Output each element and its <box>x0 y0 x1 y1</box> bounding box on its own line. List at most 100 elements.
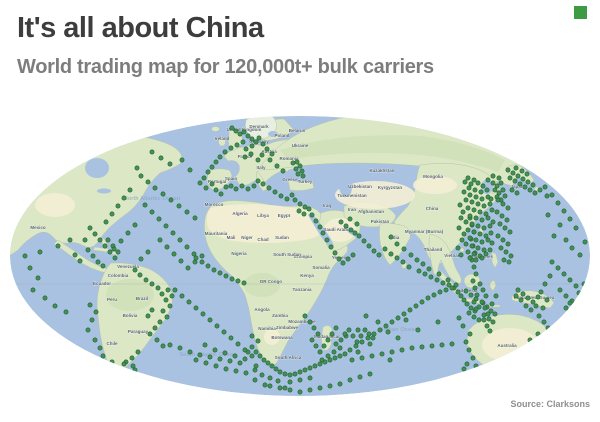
ship-position-dot <box>209 164 215 170</box>
ship-position-dot <box>213 363 219 369</box>
ship-position-dot <box>272 189 278 195</box>
ship-position-dot <box>367 371 373 377</box>
ship-position-dot <box>395 335 401 341</box>
ship-position-dot <box>446 282 452 288</box>
ship-position-dot <box>500 237 506 243</box>
ocean-label: South Atlantic Ocean <box>179 352 236 358</box>
ship-position-dot <box>463 219 469 225</box>
ship-position-dot <box>105 237 111 243</box>
ship-position-dot <box>445 277 451 283</box>
ship-position-dot <box>483 293 489 299</box>
ship-position-dot <box>422 271 428 277</box>
ship-position-dot <box>245 133 251 139</box>
ship-position-dot <box>160 191 166 197</box>
ship-position-dot <box>172 287 178 293</box>
country-label: DR Congo <box>260 279 282 284</box>
ship-position-dot <box>259 372 265 378</box>
ship-position-dot <box>471 207 477 213</box>
ship-position-dot <box>221 329 227 335</box>
ship-position-dot <box>528 307 534 313</box>
ship-position-dot <box>489 240 495 246</box>
ship-position-dot <box>297 389 303 395</box>
ship-position-dot <box>100 353 106 359</box>
ship-position-dot <box>337 381 343 387</box>
ship-position-dot <box>502 225 508 231</box>
ship-position-dot <box>269 363 275 369</box>
ship-position-dot <box>85 327 91 333</box>
ship-position-dot <box>293 166 299 172</box>
country-label: Belarus <box>289 128 306 133</box>
country-label: Greece <box>282 177 298 182</box>
ship-position-dot <box>157 319 163 325</box>
ship-position-dot <box>169 293 175 299</box>
ship-position-dot <box>121 361 127 367</box>
ship-position-dot <box>297 377 303 383</box>
ship-position-dot <box>464 361 470 367</box>
ship-position-dot <box>282 385 288 391</box>
ship-position-dot <box>243 146 249 152</box>
ship-position-dot <box>505 205 511 211</box>
ship-position-dot <box>121 195 127 201</box>
ship-position-dot <box>331 349 337 355</box>
ship-position-dot <box>479 196 485 202</box>
ship-position-dot <box>490 173 496 179</box>
country-label: Venezuela <box>117 264 139 269</box>
ship-position-dot <box>563 305 569 311</box>
ship-position-dot <box>461 231 467 237</box>
ship-position-dot <box>27 265 33 271</box>
country-label: India <box>389 235 400 240</box>
ship-position-dot <box>167 161 173 167</box>
ship-position-dot <box>349 357 355 363</box>
ship-position-dot <box>459 237 465 243</box>
ship-position-dot <box>463 339 469 345</box>
ship-position-dot <box>377 327 383 333</box>
ship-position-dot <box>295 171 301 177</box>
ship-position-dot <box>475 223 481 229</box>
ship-position-dot <box>262 382 268 388</box>
ship-position-dot <box>429 343 435 349</box>
country-label: Zambia <box>272 313 288 318</box>
ship-position-dot <box>494 183 500 189</box>
page-subtitle: World trading map for 120,000t+ bulk car… <box>17 56 434 78</box>
ship-position-dot <box>343 223 349 229</box>
ship-position-dot <box>354 339 360 345</box>
ship-position-dot <box>520 291 526 297</box>
ship-position-dot <box>235 341 241 347</box>
country-label: Spain <box>225 176 238 181</box>
ship-position-dot <box>313 343 319 349</box>
ship-position-dot <box>481 225 487 231</box>
ship-position-dot <box>500 201 506 207</box>
ship-position-dot <box>476 317 482 323</box>
country-label: Turkey <box>298 179 313 184</box>
ship-position-dot <box>463 197 469 203</box>
ship-position-dot <box>30 287 36 293</box>
ship-position-dot <box>274 163 280 169</box>
page-title: It's all about China <box>17 12 264 44</box>
ship-position-dot <box>93 309 99 315</box>
country-label: Colombia <box>108 273 129 278</box>
ship-position-dot <box>523 303 529 309</box>
ship-position-dot <box>453 282 459 288</box>
ship-position-dot <box>87 302 93 308</box>
ship-position-dot <box>209 181 215 187</box>
country-label: Bolivia <box>123 313 138 318</box>
ship-position-dot <box>506 259 512 265</box>
ship-position-dot <box>157 237 163 243</box>
ship-position-dot <box>212 347 218 353</box>
country-label: Libya <box>257 213 269 218</box>
ship-position-dot <box>477 209 483 215</box>
ship-position-dot <box>582 239 588 245</box>
country-label: Sudan <box>275 235 289 240</box>
ship-position-dot <box>280 168 286 174</box>
ship-position-dot <box>389 349 395 355</box>
ship-position-dot <box>345 256 351 262</box>
ship-position-dot <box>475 180 481 186</box>
ship-position-dot <box>103 219 109 225</box>
ship-position-dot <box>138 173 144 179</box>
ship-position-dot <box>387 357 393 363</box>
ship-position-dot <box>403 317 409 323</box>
ship-position-dot <box>255 338 261 344</box>
ship-position-dot <box>479 299 485 305</box>
corner-accent-square <box>574 6 587 19</box>
ship-position-dot <box>149 209 155 215</box>
